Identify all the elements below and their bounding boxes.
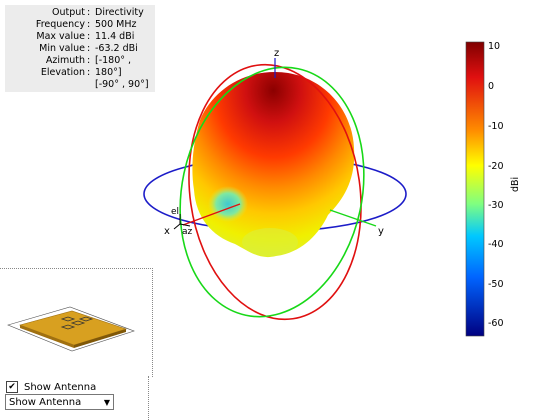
x-axis-line — [182, 203, 241, 226]
info-separator: : — [87, 19, 91, 30]
info-row: Min value : -63.2 dBi — [5, 43, 155, 55]
colorbar-unit-label: dBi — [510, 177, 521, 192]
info-value: [-90° , 90°] — [95, 79, 149, 90]
colorbar-tick: -50 — [488, 279, 504, 290]
y-axis-label: y — [378, 226, 384, 237]
chevron-down-icon: ▼ — [103, 398, 110, 407]
info-row: [-90° , 90°] — [5, 79, 155, 91]
info-separator: : — [87, 67, 91, 78]
antenna-element-icon — [60, 316, 94, 330]
dropdown-value: Show Antenna — [9, 397, 82, 408]
panel-divider — [148, 376, 150, 420]
info-panel: Output : Directivity Frequency : 500 MHz… — [5, 5, 155, 92]
info-value: [-180° , — [95, 55, 132, 66]
directivity-lobe — [192, 72, 355, 258]
show-antenna-dropdown[interactable]: Show Antenna ▼ — [5, 394, 114, 410]
info-row: Frequency : 500 MHz — [5, 19, 155, 31]
info-row: Elevation : 180°] — [5, 67, 155, 79]
info-key: Elevation — [40, 67, 85, 78]
info-key: Output — [52, 7, 85, 18]
colorbar-tick: -40 — [488, 239, 504, 250]
info-value: 180°] — [95, 67, 122, 78]
info-key: Min value — [39, 43, 85, 54]
origin-marker: el az — [171, 207, 193, 237]
info-separator: : — [87, 55, 91, 66]
colorbar-tick: 0 — [488, 81, 494, 92]
x-axis-label: x — [164, 226, 170, 237]
info-separator: : — [87, 7, 91, 18]
show-antenna-checkbox-row[interactable]: ✔ Show Antenna — [6, 381, 96, 393]
show-antenna-checkbox-label: Show Antenna — [24, 381, 97, 393]
azimuth-label: az — [182, 227, 193, 237]
z-axis-label: z — [274, 48, 279, 59]
elevation-ring-red — [188, 63, 362, 321]
info-row: Max value : 11.4 dBi — [5, 31, 155, 43]
y-axis-line — [329, 209, 377, 227]
colorbar-tick: -20 — [488, 161, 504, 172]
colorbar-gradient — [465, 41, 485, 337]
info-value: 11.4 dBi — [95, 31, 135, 42]
show-antenna-checkbox[interactable]: ✔ — [6, 381, 18, 393]
info-key: Azimuth — [45, 55, 85, 66]
info-row: Output : Directivity — [5, 7, 155, 19]
info-value: Directivity — [95, 7, 144, 18]
info-value: -63.2 dBi — [95, 43, 138, 54]
elevation-label: el — [171, 207, 179, 217]
colorbar: 10 0 -10 -20 -30 -40 -50 -60 dBi — [465, 41, 521, 337]
info-row: Azimuth : [-180° , — [5, 55, 155, 67]
antenna-preview-panel[interactable] — [0, 268, 153, 377]
colorbar-tick: -60 — [488, 318, 504, 329]
info-key: Max value — [36, 31, 85, 42]
elevation-ring-green — [179, 66, 365, 318]
info-value: 500 MHz — [95, 19, 137, 30]
colorbar-tick: -30 — [488, 200, 504, 211]
colorbar-tick: -10 — [488, 121, 504, 132]
colorbar-tick: 10 — [488, 41, 500, 52]
info-separator: : — [87, 31, 91, 42]
info-key: Frequency — [35, 19, 85, 30]
radiation-pattern-plot[interactable]: z x y el az — [0, 0, 430, 420]
info-separator: : — [87, 43, 91, 54]
antenna-preview — [7, 306, 135, 352]
